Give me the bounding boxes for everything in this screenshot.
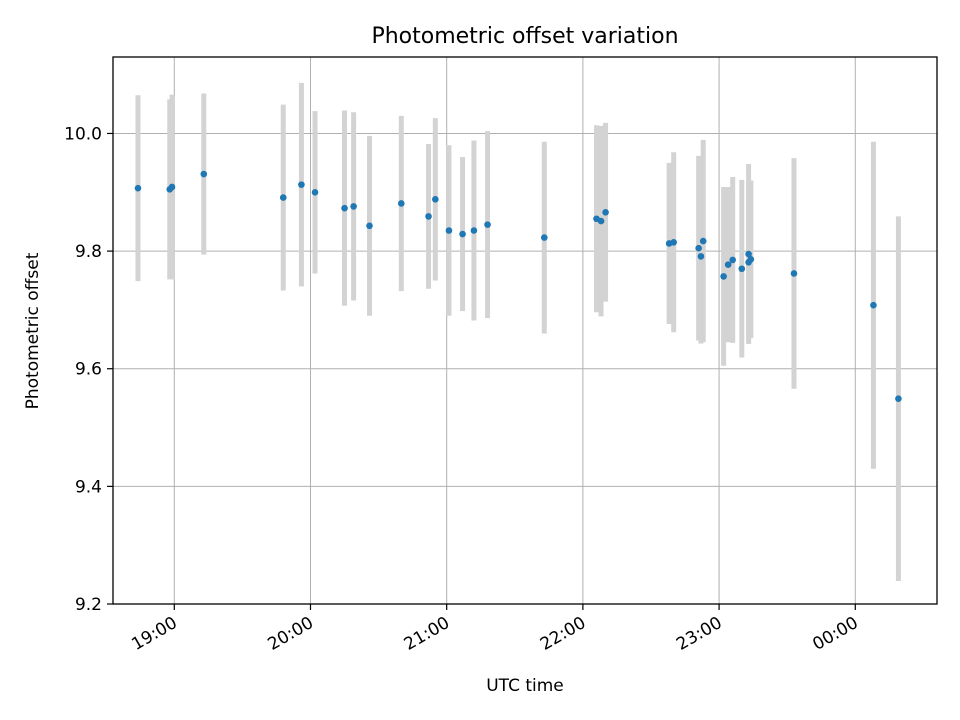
data-point xyxy=(597,217,605,225)
y-tick-label: 9.4 xyxy=(75,477,102,497)
data-point xyxy=(695,244,702,252)
data-point xyxy=(432,196,439,203)
data-point xyxy=(540,234,548,241)
y-tick-label: 10.0 xyxy=(64,124,102,144)
data-point xyxy=(729,256,737,264)
plot-frame xyxy=(112,56,938,605)
data-point xyxy=(484,221,491,228)
data-point xyxy=(168,183,176,191)
data-point xyxy=(790,270,798,277)
y-axis-label: Photometric offset xyxy=(23,252,43,409)
chart-title: Photometric offset variation xyxy=(371,24,678,49)
data-point xyxy=(699,237,707,245)
data-point xyxy=(670,238,677,246)
data-point xyxy=(279,194,287,201)
data-point xyxy=(425,213,432,220)
x-axis-label: UTC time xyxy=(486,676,564,696)
data-point xyxy=(445,227,453,234)
data-points xyxy=(134,170,902,403)
data-point xyxy=(724,261,732,268)
data-point xyxy=(602,208,609,216)
y-tick-label: 9.6 xyxy=(75,360,102,380)
data-point xyxy=(134,184,142,192)
data-point xyxy=(895,395,902,403)
data-point xyxy=(870,301,877,309)
data-point xyxy=(366,222,373,230)
data-point xyxy=(341,204,348,212)
data-point xyxy=(459,230,466,238)
data-point xyxy=(470,227,478,234)
data-point xyxy=(397,200,405,207)
y-axis-ticks: 9.2 9.4 9.6 9.8 10.0 xyxy=(64,124,113,615)
data-point xyxy=(350,203,357,210)
data-point xyxy=(747,256,755,263)
data-point xyxy=(697,253,705,260)
y-tick-label: 9.8 xyxy=(75,242,102,262)
data-point xyxy=(720,273,727,280)
data-point xyxy=(311,188,319,196)
y-tick-label: 9.2 xyxy=(75,595,102,615)
data-point xyxy=(200,170,208,178)
data-point xyxy=(745,250,752,258)
data-point xyxy=(298,181,305,188)
data-point xyxy=(738,265,746,273)
